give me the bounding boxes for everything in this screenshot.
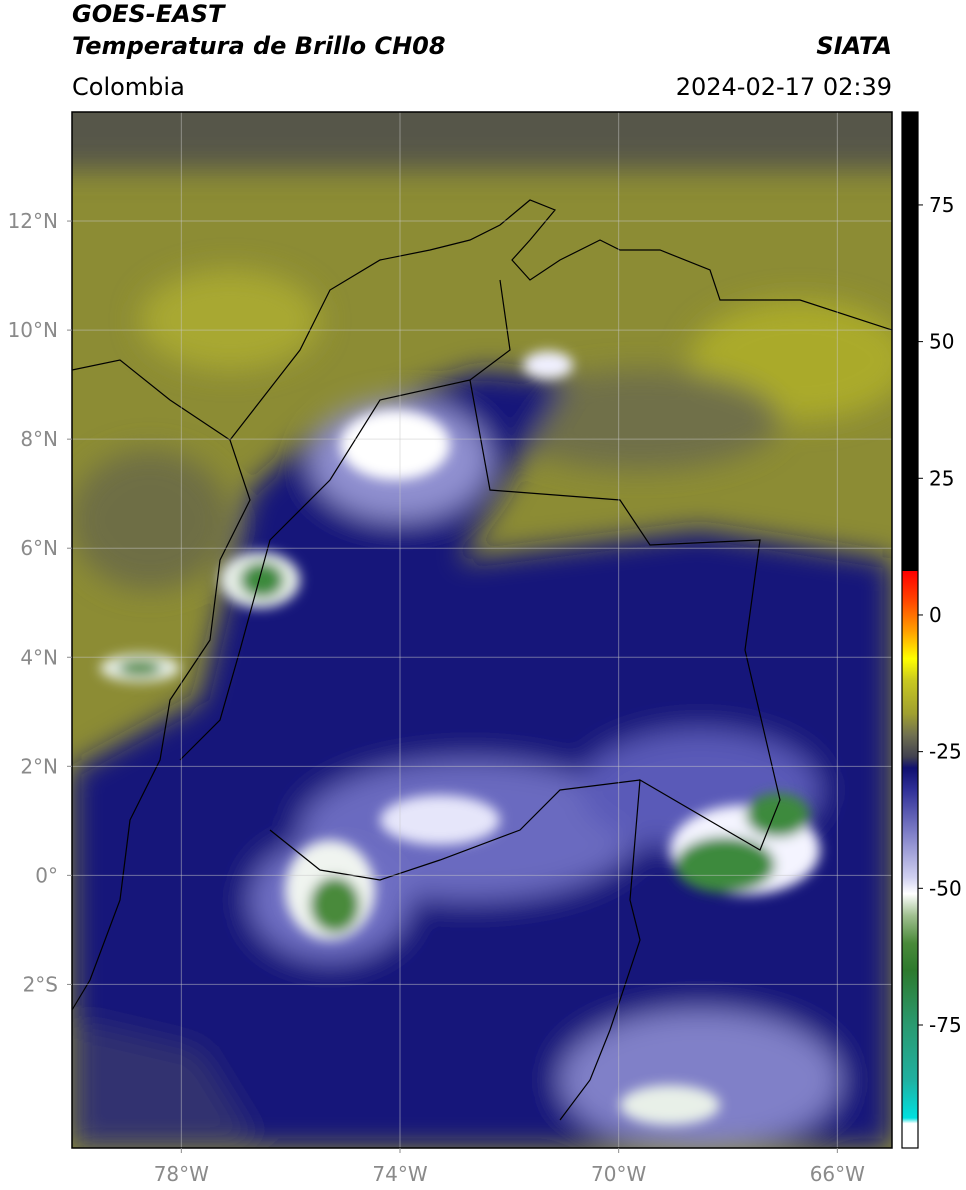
colorbar-tick-label: 25 [929,466,954,490]
ticks: 78°W 74°W 70°W 66°W 12°N 10°N 8°N 6°N 4°N 2°N 0° 2°… [8,193,962,1186]
colorbar-tick-label: -25 [929,740,962,764]
source: SIATA [816,32,892,60]
cloud [500,370,780,470]
colorbar [902,112,918,1148]
cloud [240,562,284,598]
y-tick-label: 8°N [20,427,58,451]
x-tick-label: 78°W [154,1162,209,1186]
cloud [523,351,573,379]
grid [72,112,892,1148]
cloud [620,1085,720,1125]
x-tick-label: 74°W [372,1162,427,1186]
cloud [72,450,230,590]
cloud [380,795,500,845]
y-tick-label: 12°N [8,209,58,233]
borders [72,199,892,1121]
cloud [310,877,360,933]
y-tick-label: 2°N [20,754,58,778]
colorbar-tick-label: 0 [929,603,942,627]
cloud [118,660,162,676]
cloud [72,1020,260,1148]
colorbar-tick-label: -75 [929,1013,962,1037]
cloud [675,837,775,893]
cloud [140,270,320,370]
cloud [746,793,810,837]
x-tick-label: 66°W [810,1162,865,1186]
y-tick-label: 6°N [20,536,58,560]
y-tick-label: 10°N [8,318,58,342]
colorbar-frame [901,111,919,1149]
y-tick-label: 2°S [23,972,58,996]
colorbar-tick-label: 75 [929,193,954,217]
y-tick-label: 4°N [20,645,58,669]
cloud [560,1010,840,1148]
x-tick-label: 70°W [591,1162,646,1186]
region: Colombia [72,73,185,101]
satellite-image [72,112,892,1148]
cloud [72,112,892,170]
convective-cores [100,351,820,1125]
cloud [340,410,450,480]
y-tick-label: 0° [35,863,58,887]
timestamp: 2024-02-17 02:39 [676,73,892,101]
colorbar-tick-label: -50 [929,876,962,900]
map-frame [71,111,893,1149]
subtitle: Temperatura de Brillo CH08 [72,32,446,60]
colorbar-tick-label: 50 [929,330,954,354]
title: GOES-EAST [72,0,226,28]
